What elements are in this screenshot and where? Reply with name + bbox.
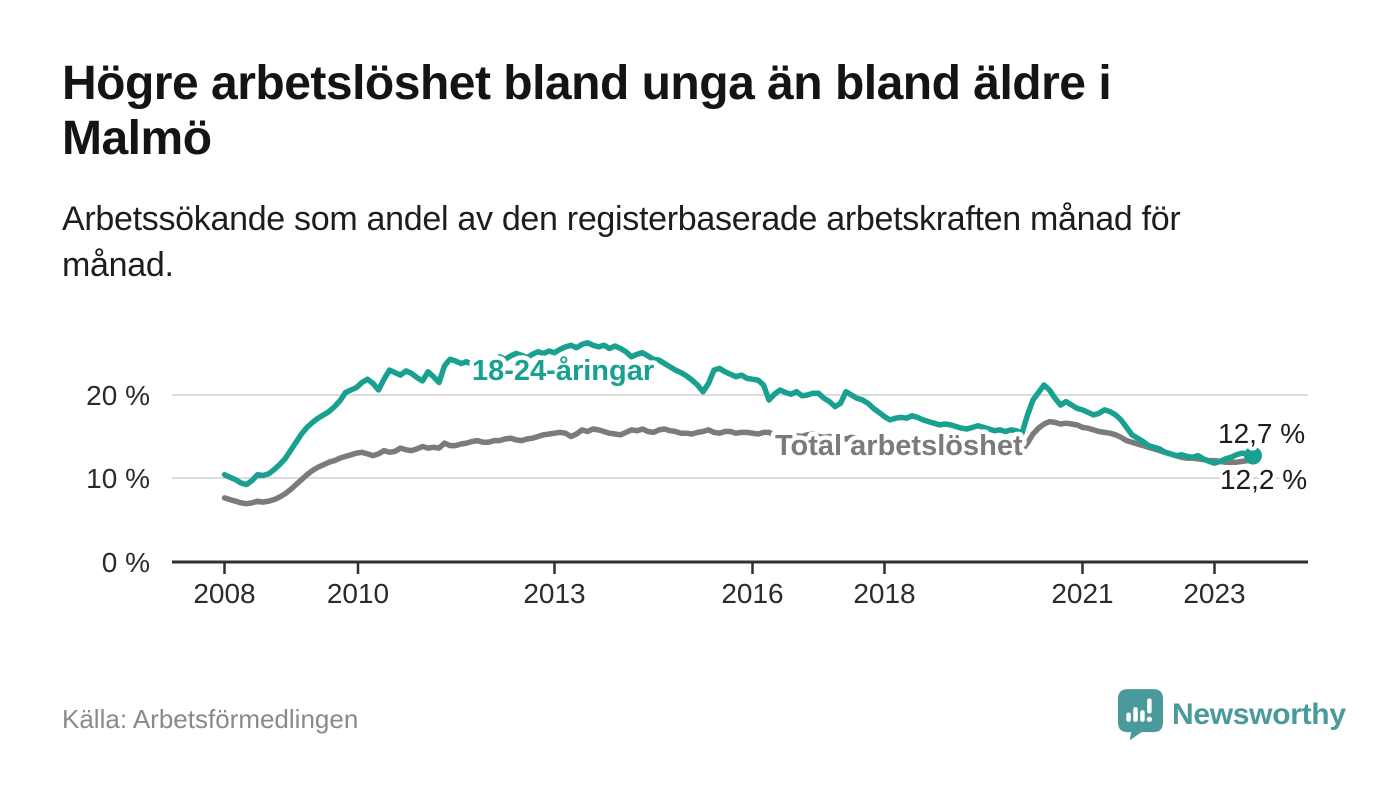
source-note: Källa: Arbetsförmedlingen xyxy=(62,704,359,734)
y-tick-label-20: 20 % xyxy=(86,380,150,411)
y-tick-label-0: 0 % xyxy=(102,547,150,578)
logo-bar-1 xyxy=(1126,712,1131,722)
logo-exclamation-dot xyxy=(1146,716,1153,722)
page-title: Högre arbetslöshet bland unga än bland ä… xyxy=(62,57,1112,165)
logo-bar-2 xyxy=(1133,707,1138,722)
series-total-line xyxy=(221,418,1256,507)
series-total-label: Total arbetslöshet xyxy=(775,430,1023,462)
x-tick-label-2013: 2013 xyxy=(523,578,585,609)
x-tick-label-2021: 2021 xyxy=(1051,578,1113,609)
logo-speech-bubble-icon xyxy=(1118,689,1163,741)
end-value-label-young: 12,7 % xyxy=(1218,418,1305,449)
x-tick-label-2016: 2016 xyxy=(721,578,783,609)
x-tick-label-2018: 2018 xyxy=(853,578,915,609)
x-tick-label-2008: 2008 xyxy=(193,578,255,609)
series-young-line xyxy=(221,339,1256,488)
end-value-label-total: 12,2 % xyxy=(1220,464,1307,495)
page-subtitle: Arbetssökande som andel av den registerb… xyxy=(62,200,1181,284)
x-tick-label-2023: 2023 xyxy=(1183,578,1245,609)
logo-bar-3 xyxy=(1140,710,1145,722)
series-young-endpoint-dot xyxy=(1244,446,1262,465)
y-tick-label-10: 10 % xyxy=(86,463,150,494)
x-tick-label-2010: 2010 xyxy=(327,578,389,609)
logo-exclamation-bar xyxy=(1147,698,1152,714)
series-young-label: 18-24-åringar xyxy=(472,355,654,387)
newsworthy-logo: Newsworthy xyxy=(1118,689,1346,741)
logo-brand-text: Newsworthy xyxy=(1172,698,1346,731)
